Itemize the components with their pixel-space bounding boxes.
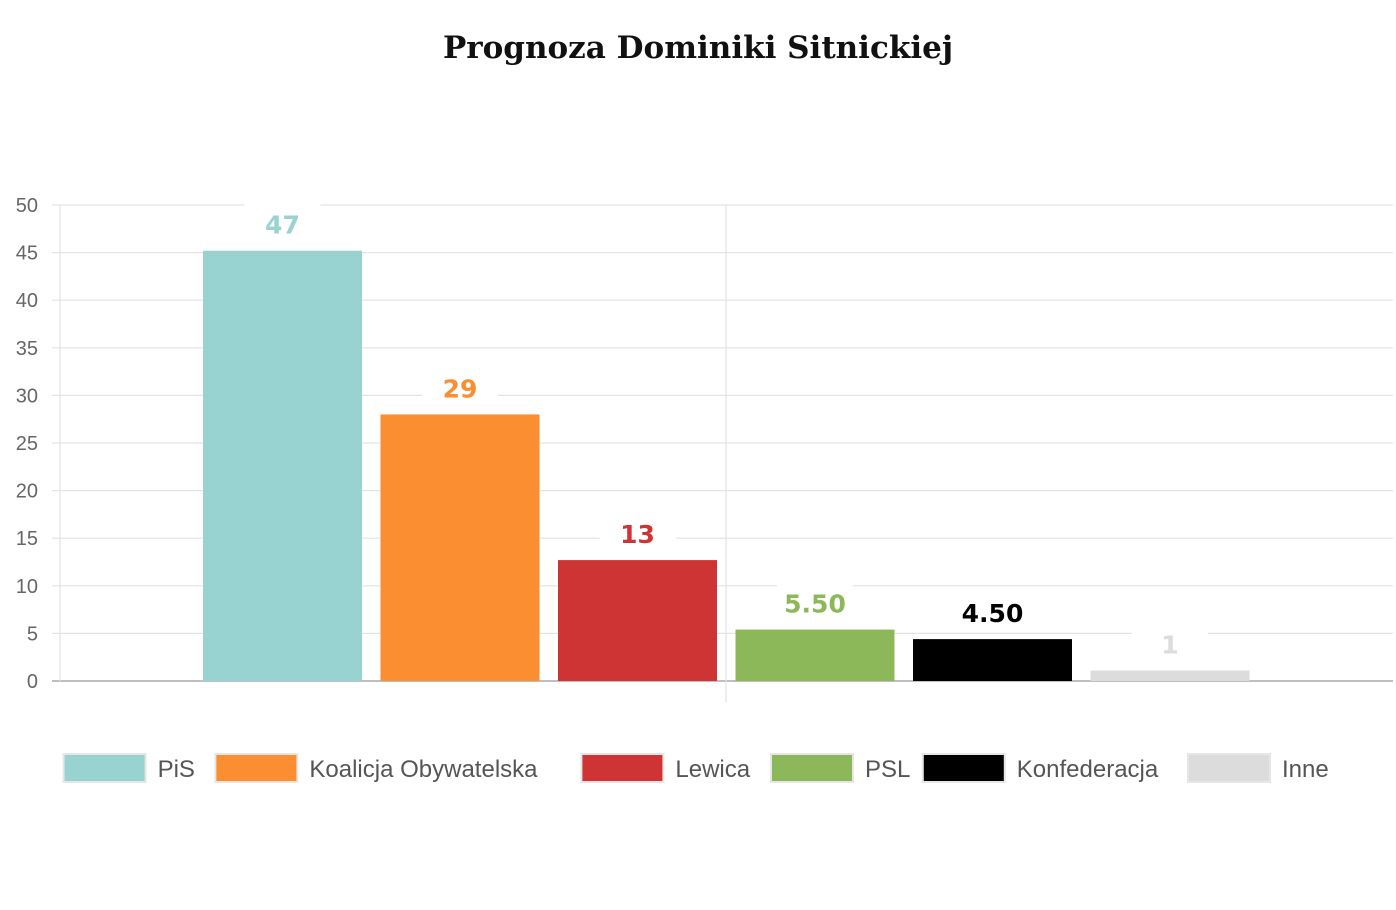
- data-label-inne: 1: [1161, 631, 1178, 660]
- data-label-background: [422, 366, 498, 407]
- y-tick-label-35: 35: [16, 338, 38, 360]
- y-tick-label-5: 5: [27, 623, 38, 645]
- data-label-background: [954, 591, 1031, 632]
- bar-koalicja-obywatelska[interactable]: [380, 414, 540, 681]
- legend-swatch-pis: [62, 753, 147, 783]
- bar-pis[interactable]: [203, 250, 362, 682]
- legend-item-psl[interactable]: PSL: [770, 753, 910, 783]
- data-label-konfederacja: 4.50: [962, 599, 1024, 628]
- legend-swatch-konfederacja: [921, 753, 1006, 783]
- legend-item-koalicja-obywatelska[interactable]: Koalicja Obywatelska: [214, 753, 538, 783]
- legend-swatch-koalicja-obywatelska: [214, 753, 299, 783]
- y-tick-label-25: 25: [16, 433, 38, 455]
- data-label-psl: 5.50: [784, 590, 846, 619]
- legend-label-pis: PiS: [158, 756, 195, 783]
- legend-label-konfederacja: Konfederacja: [1017, 756, 1159, 783]
- data-label-background: [777, 581, 853, 622]
- bar-psl[interactable]: [735, 629, 895, 681]
- data-labels: 47 29 13 5.50 4.50 1: [244, 202, 1208, 663]
- bar-inne[interactable]: [1090, 670, 1250, 681]
- legend-item-inne[interactable]: Inne: [1187, 753, 1329, 783]
- legend[interactable]: PiS Koalicja Obywatelska Lewica PSL Konfeder…: [62, 753, 1329, 783]
- legend-item-lewica[interactable]: Lewica: [580, 753, 751, 783]
- data-label-background: [1132, 622, 1208, 663]
- data-label-lewica: 13: [620, 520, 655, 549]
- data-label-background: [599, 512, 676, 553]
- y-tick-label-45: 45: [16, 243, 38, 265]
- legend-item-pis[interactable]: PiS: [62, 753, 195, 783]
- legend-item-konfederacja[interactable]: Konfederacja: [921, 753, 1159, 783]
- data-label-koalicja-obywatelska: 29: [443, 374, 478, 403]
- chart-title: Prognoza Dominiki Sitnickiej: [442, 30, 954, 66]
- data-label-background: [244, 202, 321, 243]
- y-tick-label-0: 0: [27, 671, 38, 693]
- y-tick-label-10: 10: [16, 576, 38, 598]
- bar-konfederacja[interactable]: [913, 639, 1072, 681]
- bars: [203, 250, 1250, 682]
- y-tick-label-40: 40: [16, 290, 38, 312]
- y-tick-label-20: 20: [16, 481, 38, 503]
- legend-label-koalicja-obywatelska: Koalicja Obywatelska: [309, 756, 538, 783]
- y-tick-label-50: 50: [16, 195, 38, 217]
- legend-swatch-inne: [1187, 753, 1271, 783]
- y-axis-ticks: 0 5 10 15 20 25 30 35 40 45 50: [16, 195, 38, 693]
- data-label-pis: 47: [265, 211, 300, 240]
- legend-label-psl: PSL: [865, 756, 910, 783]
- legend-label-lewica: Lewica: [675, 756, 750, 783]
- legend-label-inne: Inne: [1282, 756, 1329, 783]
- y-tick-label-15: 15: [16, 528, 38, 550]
- legend-swatch-psl: [770, 753, 854, 783]
- y-tick-label-30: 30: [16, 385, 38, 407]
- bar-lewica[interactable]: [558, 560, 717, 681]
- legend-swatch-lewica: [580, 753, 665, 783]
